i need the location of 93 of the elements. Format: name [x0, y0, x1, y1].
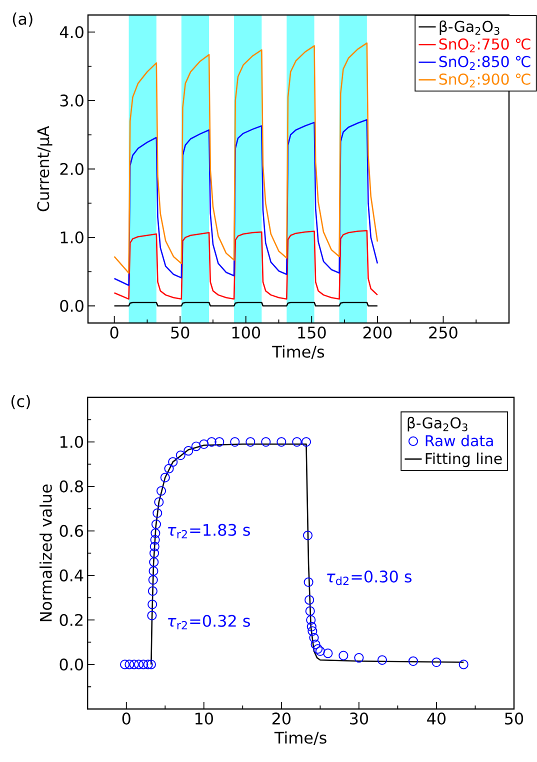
legend-label: β-Ga$_{2}$O$_{3}$ [440, 20, 500, 35]
point [184, 446, 194, 456]
x-axis-title: Time/s [274, 731, 326, 746]
annotation: τ$_{r2}$=0.32 s [168, 614, 250, 630]
x-tick-label: 30 [350, 712, 368, 725]
point [154, 497, 164, 507]
point [124, 660, 134, 670]
point [156, 486, 166, 496]
point [146, 660, 156, 670]
x-axis-title: Time/s [272, 345, 324, 360]
point [408, 656, 418, 666]
y-tick-label: 4.0 [60, 26, 84, 38]
point [206, 437, 216, 447]
legend-label: SnO$_{2}$:750 ℃ [439, 38, 530, 52]
y-tick-label: 1.0 [60, 436, 84, 448]
x-tick-label: 20 [272, 712, 290, 725]
point [134, 660, 144, 670]
point [120, 660, 130, 670]
point [309, 632, 319, 643]
point [150, 528, 160, 538]
y-tick-label: 2.0 [60, 162, 84, 176]
x-tick-label: 150 [298, 326, 326, 339]
point [230, 437, 240, 447]
point [276, 437, 286, 447]
legend-label: Fitting line [426, 452, 502, 468]
point [214, 437, 224, 447]
y-tick-label: 1.0 [60, 231, 84, 244]
chart-title: (c) [11, 394, 30, 410]
x-tick-label: 0 [110, 326, 118, 339]
point [310, 640, 320, 650]
legend-title: β-Ga$_{2}$O$_{3}$ [408, 416, 468, 432]
point [138, 660, 148, 670]
point [149, 548, 160, 558]
point [306, 615, 316, 625]
y-tick-label: 0.0 [60, 300, 84, 312]
point [191, 442, 201, 452]
point [149, 557, 159, 567]
point [292, 437, 302, 447]
y-tick-label: 0.0 [60, 658, 84, 671]
point [150, 535, 160, 545]
point [148, 566, 158, 576]
point [148, 586, 158, 596]
y-tick-label: 3.0 [60, 94, 84, 107]
legend-label: SnO$_{2}$:900 ℃ [439, 74, 530, 88]
y-tick-label: 0.6 [60, 524, 84, 537]
point [246, 437, 256, 447]
y-axis-title: Current/μA [37, 126, 52, 212]
point [152, 508, 162, 518]
point [308, 626, 318, 636]
legend-label: SnO$_{2}$:850 ℃ [439, 56, 530, 70]
point [338, 650, 348, 660]
point [147, 610, 157, 620]
point [432, 657, 442, 668]
point [129, 660, 139, 670]
point [304, 577, 314, 587]
point [199, 439, 209, 449]
y-tick-label: 0.2 [60, 614, 82, 626]
x-tick-label: 0 [122, 712, 130, 725]
annotation: τ$_{d2}$=0.30 s [327, 570, 412, 586]
x-tick-label: 50 [171, 326, 190, 339]
line-series [114, 42, 378, 274]
point [354, 653, 364, 663]
x-tick-label: 100 [232, 326, 260, 339]
point [323, 648, 333, 658]
point [458, 660, 468, 670]
legend-label: Raw data [426, 434, 493, 446]
point [164, 464, 174, 474]
line-series [114, 230, 378, 300]
x-tick-label: 40 [427, 712, 446, 725]
point [304, 595, 314, 605]
point [302, 530, 313, 540]
point [148, 575, 158, 585]
point [301, 437, 312, 447]
point [176, 450, 186, 460]
point [261, 437, 271, 447]
point [160, 472, 170, 482]
point [377, 655, 388, 665]
point [150, 542, 160, 552]
point [143, 660, 153, 670]
x-tick-label: 200 [363, 326, 392, 339]
point [306, 622, 316, 632]
point [148, 600, 158, 610]
point [151, 519, 162, 530]
y-axis-title: Normalized value [40, 484, 52, 622]
annotation: τ$_{r2}$=1.83 s [168, 524, 250, 538]
point [305, 606, 315, 616]
point [168, 457, 178, 467]
chart-title: (a) [12, 12, 32, 27]
y-tick-label: 0.4 [60, 569, 84, 582]
x-tick-label: 10 [196, 712, 213, 725]
x-tick-label: 250 [429, 326, 458, 339]
y-tick-label: 0.8 [60, 480, 83, 492]
x-tick-label: 50 [505, 712, 524, 725]
